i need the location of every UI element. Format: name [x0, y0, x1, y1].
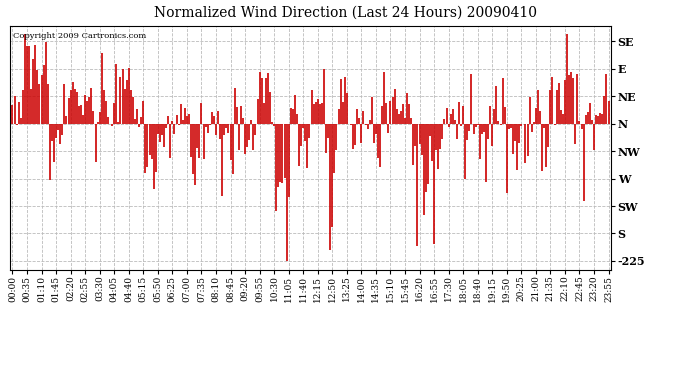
Text: Normalized Wind Direction (Last 24 Hours) 20090410: Normalized Wind Direction (Last 24 Hours… [153, 6, 537, 20]
Text: Copyright 2009 Cartronics.com: Copyright 2009 Cartronics.com [13, 32, 146, 40]
